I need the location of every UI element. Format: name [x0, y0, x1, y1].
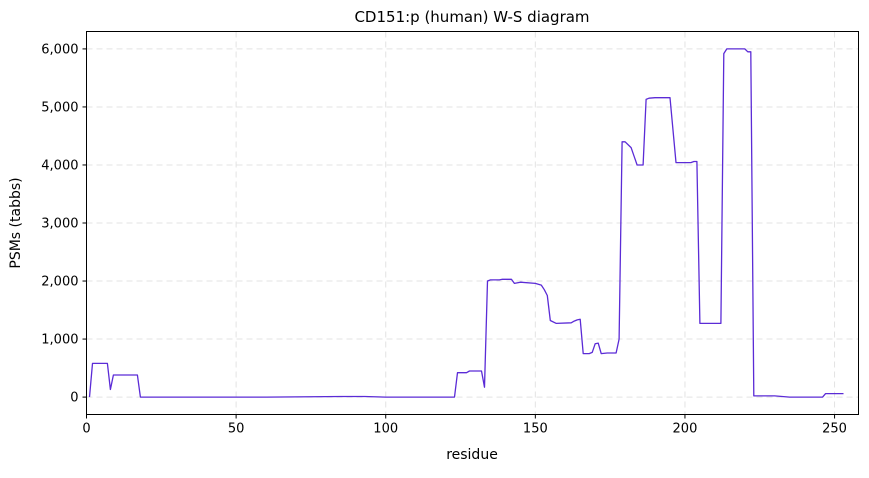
x-axis-label: residue	[446, 447, 498, 463]
y-tick-label: 1,000	[41, 333, 78, 348]
y-tick-label: 2,000	[41, 275, 78, 290]
y-axis-label: PSMs (tabbs)	[8, 177, 24, 268]
grid	[86, 31, 859, 415]
x-axis: 0 50 100 150 200 250	[82, 414, 847, 437]
x-tick-label: 50	[228, 422, 245, 437]
series-line	[88, 48, 844, 398]
y-axis: 0 1,000 2,000 3,000 4,000 5,000 6,000	[41, 42, 87, 406]
y-tick-label: 5,000	[41, 100, 78, 115]
y-tick-label: 3,000	[41, 217, 78, 232]
x-tick-label: 250	[822, 422, 847, 437]
x-tick-label: 0	[82, 422, 90, 437]
x-tick-label: 150	[523, 422, 548, 437]
x-tick-label: 200	[673, 422, 698, 437]
chart-title: CD151:p (human) W-S diagram	[354, 8, 589, 26]
x-tick-label: 100	[373, 422, 398, 437]
y-tick-label: 0	[70, 391, 78, 406]
y-tick-label: 6,000	[41, 42, 78, 57]
plot-line-group	[88, 48, 844, 398]
y-tick-label: 4,000	[41, 158, 78, 173]
